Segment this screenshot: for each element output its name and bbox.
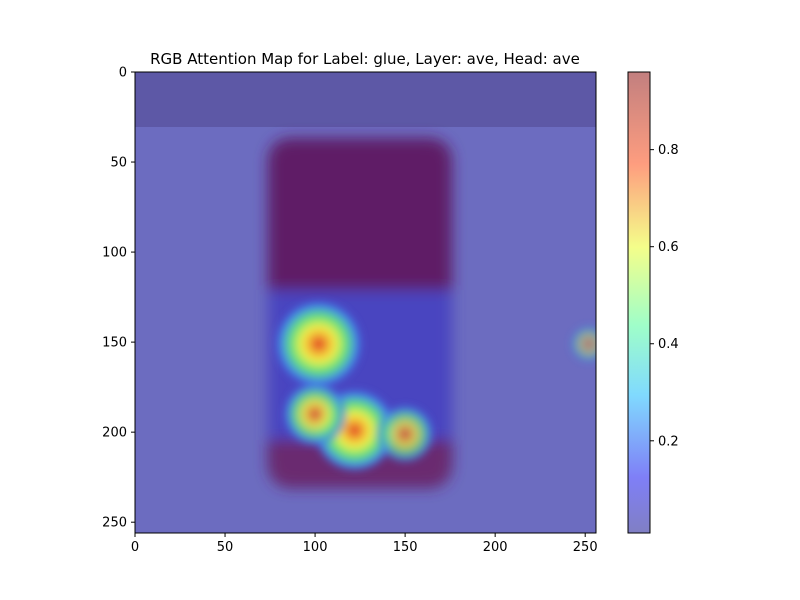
colorbar <box>627 71 651 534</box>
attention-hotspot <box>273 299 364 389</box>
x-tick-label: 250 <box>573 540 598 555</box>
attention-hotspot <box>375 404 435 464</box>
x-tick-label: 0 <box>131 540 139 555</box>
colorbar-tick-label: 0.6 <box>658 240 679 255</box>
attention-hotspot <box>282 381 348 447</box>
hotspot-layer <box>273 299 596 473</box>
y-tick-label: 150 <box>102 336 127 351</box>
y-tick-label: 250 <box>102 516 127 531</box>
y-tick-label: 50 <box>110 156 127 171</box>
x-tick-label: 200 <box>483 540 508 555</box>
x-tick-label: 50 <box>217 540 234 555</box>
colorbar-tick-label: 0.8 <box>658 143 679 158</box>
y-tick-label: 0 <box>119 66 127 81</box>
x-axis: 0 50 100 150 200 250 <box>131 533 598 555</box>
attention-hotspot <box>569 324 596 364</box>
top-band <box>135 72 596 127</box>
y-tick-label: 100 <box>102 246 127 261</box>
y-axis: 0 50 100 150 200 250 <box>102 66 135 531</box>
y-tick-label: 200 <box>102 426 127 441</box>
x-tick-label: 100 <box>303 540 328 555</box>
colorbar-tick-label: 0.4 <box>658 337 679 352</box>
x-tick-label: 150 <box>393 540 418 555</box>
chart-title: RGB Attention Map for Label: glue, Layer… <box>150 50 580 68</box>
plot-frame <box>134 71 597 534</box>
colorbar-tick-label: 0.2 <box>658 434 679 449</box>
attention-image <box>135 72 596 533</box>
colorbar-axis: 0.2 0.4 0.6 0.8 <box>650 143 679 449</box>
